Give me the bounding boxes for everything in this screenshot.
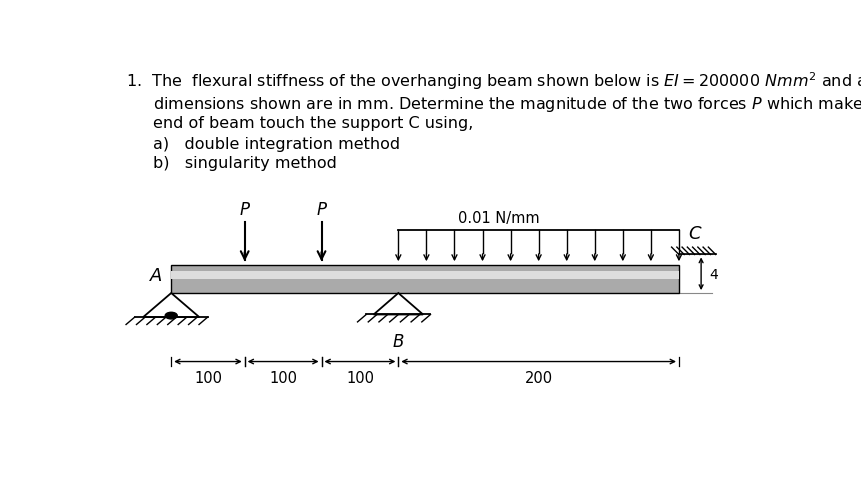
Text: $P$: $P$: [238, 201, 251, 218]
Text: dimensions shown are in mm. Determine the magnitude of the two forces $P$ which : dimensions shown are in mm. Determine th…: [153, 95, 861, 114]
Text: b)   singularity method: b) singularity method: [153, 156, 337, 170]
Polygon shape: [143, 293, 199, 317]
Text: 1.  The  flexural stiffness of the overhanging beam shown below is $EI = 200000\: 1. The flexural stiffness of the overhan…: [127, 71, 861, 92]
Text: a)   double integration method: a) double integration method: [153, 136, 400, 151]
Text: 4: 4: [709, 267, 717, 281]
Text: $B$: $B$: [392, 332, 404, 350]
Bar: [171, 272, 678, 279]
Text: 0.01 N/mm: 0.01 N/mm: [457, 211, 539, 226]
Text: $A$: $A$: [149, 267, 163, 285]
Text: $P$: $P$: [315, 201, 327, 218]
Text: 100: 100: [269, 370, 297, 385]
Text: 100: 100: [194, 370, 221, 385]
Polygon shape: [373, 293, 423, 315]
Text: 200: 200: [524, 370, 552, 385]
Circle shape: [165, 312, 177, 319]
Text: 100: 100: [345, 370, 374, 385]
Text: end of beam touch the support C using,: end of beam touch the support C using,: [153, 116, 473, 131]
Text: $C$: $C$: [687, 224, 702, 242]
Bar: [171, 265, 678, 293]
